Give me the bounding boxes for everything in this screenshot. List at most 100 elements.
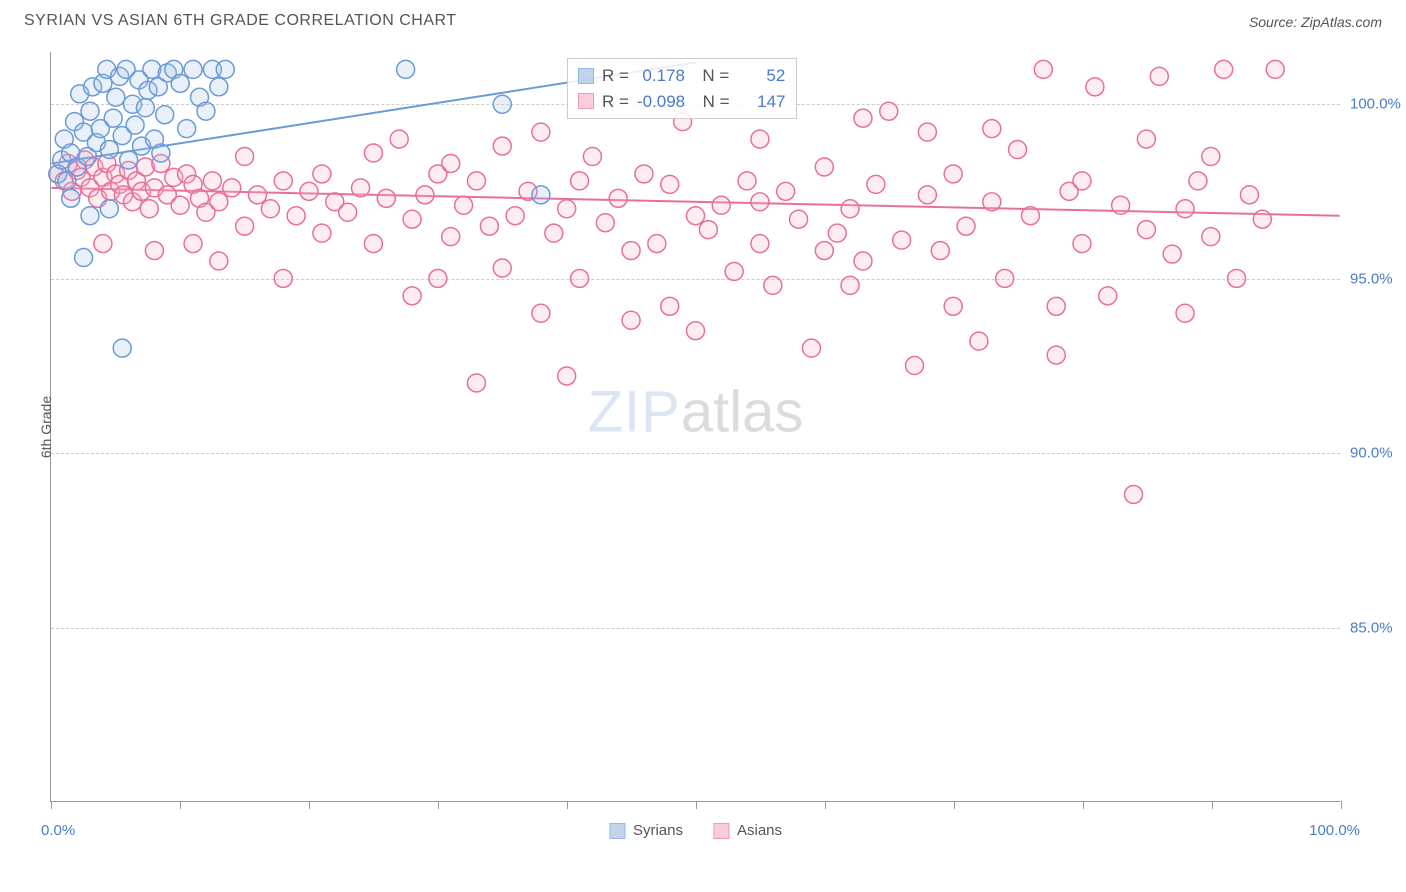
data-point-syrians (113, 339, 131, 357)
legend-n-value: 52 (737, 63, 785, 89)
data-point-asians (725, 262, 743, 280)
data-point-asians (1021, 207, 1039, 225)
legend-row-asians: R =-0.098 N =147 (578, 89, 786, 115)
correlation-legend: R = 0.178 N = 52R =-0.098 N =147 (567, 58, 797, 119)
legend-swatch-asians (713, 823, 729, 839)
data-point-asians (854, 252, 872, 270)
data-point-asians (687, 207, 705, 225)
chart-header: SYRIAN VS ASIAN 6TH GRADE CORRELATION CH… (0, 0, 1406, 36)
data-point-asians (661, 175, 679, 193)
data-point-asians (545, 224, 563, 242)
data-point-syrians (178, 120, 196, 138)
data-point-asians (880, 102, 898, 120)
data-point-asians (906, 357, 924, 375)
data-point-asians (184, 235, 202, 253)
data-point-asians (815, 158, 833, 176)
data-point-asians (751, 193, 769, 211)
data-point-asians (1047, 297, 1065, 315)
data-point-syrians (136, 99, 154, 117)
data-point-asians (1253, 210, 1271, 228)
data-point-syrians (75, 249, 93, 267)
legend-r-value: -0.098 (637, 89, 685, 115)
data-point-asians (1163, 245, 1181, 263)
legend-r-label: R = (602, 63, 629, 89)
data-point-asians (248, 186, 266, 204)
data-point-syrians (197, 102, 215, 120)
x-tick (1341, 801, 1342, 809)
data-point-asians (532, 304, 550, 322)
data-point-syrians (120, 151, 138, 169)
data-point-asians (854, 109, 872, 127)
x-tick (567, 801, 568, 809)
data-point-asians (313, 224, 331, 242)
data-point-asians (751, 235, 769, 253)
data-point-syrians (397, 60, 415, 78)
data-point-asians (944, 165, 962, 183)
legend-swatch-asians (578, 93, 594, 109)
data-point-syrians (81, 102, 99, 120)
data-point-asians (944, 297, 962, 315)
data-point-asians (468, 374, 486, 392)
legend-swatch-syrians (609, 823, 625, 839)
legend-r-value: 0.178 (637, 63, 685, 89)
data-point-asians (751, 130, 769, 148)
data-point-asians (571, 172, 589, 190)
chart-plot-area: 6th Grade 85.0%90.0%95.0%100.0% ZIPatlas… (50, 52, 1340, 802)
data-point-asians (364, 144, 382, 162)
data-point-asians (648, 235, 666, 253)
data-point-asians (1137, 221, 1155, 239)
data-point-syrians (104, 109, 122, 127)
data-point-asians (1099, 287, 1117, 305)
data-point-asians (236, 217, 254, 235)
data-point-asians (558, 200, 576, 218)
data-point-asians (403, 287, 421, 305)
data-point-asians (532, 123, 550, 141)
data-point-syrians (62, 189, 80, 207)
data-point-asians (300, 182, 318, 200)
data-point-asians (1202, 148, 1220, 166)
data-point-asians (687, 322, 705, 340)
x-tick (438, 801, 439, 809)
data-point-asians (287, 207, 305, 225)
data-point-asians (416, 186, 434, 204)
data-point-asians (1112, 196, 1130, 214)
x-tick (180, 801, 181, 809)
data-point-asians (918, 186, 936, 204)
y-tick-label: 90.0% (1350, 445, 1406, 462)
data-point-asians (274, 172, 292, 190)
data-point-syrians (184, 60, 202, 78)
data-point-asians (403, 210, 421, 228)
data-point-asians (893, 231, 911, 249)
x-tick (309, 801, 310, 809)
series-legend: SyriansAsians (609, 822, 782, 839)
data-point-asians (1189, 172, 1207, 190)
scatter-svg (51, 52, 1340, 801)
legend-n-label: N = (693, 63, 729, 89)
data-point-asians (236, 148, 254, 166)
data-point-asians (931, 242, 949, 260)
data-point-asians (223, 179, 241, 197)
data-point-asians (1073, 235, 1091, 253)
data-point-asians (777, 182, 795, 200)
data-point-asians (970, 332, 988, 350)
data-point-asians (712, 196, 730, 214)
data-point-asians (1086, 78, 1104, 96)
legend-swatch-syrians (578, 68, 594, 84)
data-point-asians (313, 165, 331, 183)
data-point-syrians (156, 106, 174, 124)
data-point-syrians (152, 144, 170, 162)
data-point-asians (506, 207, 524, 225)
data-point-asians (364, 235, 382, 253)
data-point-asians (203, 172, 221, 190)
data-point-asians (455, 196, 473, 214)
data-point-asians (596, 214, 614, 232)
legend-label: Asians (737, 822, 782, 839)
data-point-syrians (107, 88, 125, 106)
legend-n-label: N = (693, 89, 729, 115)
data-point-asians (493, 137, 511, 155)
data-point-syrians (171, 74, 189, 92)
data-point-asians (1137, 130, 1155, 148)
data-point-syrians (532, 186, 550, 204)
legend-row-syrians: R = 0.178 N = 52 (578, 63, 786, 89)
data-point-syrians (210, 78, 228, 96)
